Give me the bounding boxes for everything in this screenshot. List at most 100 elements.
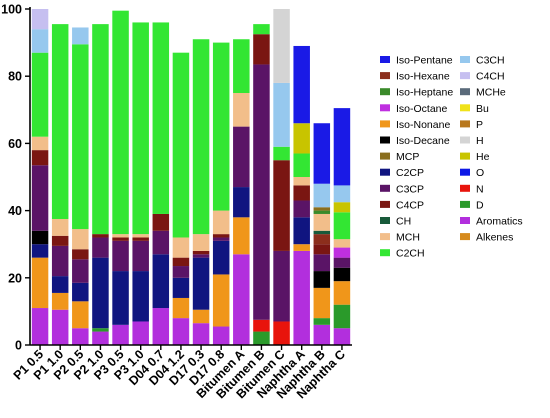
bar-segment-naphtha-c-iso-nonane [333, 281, 351, 305]
legend-swatch-ch [380, 217, 390, 224]
legend-label-mch: MCH [396, 232, 420, 244]
bar-segment-p2-0-5-c3cp [72, 259, 89, 283]
bar-segment-naphtha-a-mch [293, 177, 310, 186]
bar-segment-bitumen-b-n [253, 319, 270, 332]
bar-segment-p2-0-5-c3ch [72, 27, 89, 45]
legend-swatch-n [460, 184, 470, 192]
bar-segment-p3-0-5-aromatics [112, 324, 129, 345]
legend-label-he: He [476, 151, 490, 163]
legend-swatch-alkenes [460, 233, 470, 241]
bar-segment-naphtha-c-c3ch [333, 185, 351, 203]
bar-segment-naphtha-b-ch [313, 230, 331, 235]
bar-segment-p2-1-0-d [92, 328, 109, 332]
legend-label-iso-pentane: Iso-Pentane [396, 55, 453, 67]
bar-segment-d17-0-8-aromatics [212, 326, 230, 345]
bar-segment-d04-1-2-mch [172, 237, 190, 258]
y-tick-label-40: 40 [8, 204, 22, 218]
bar-segment-d17-0-8-iso-nonane [212, 274, 230, 327]
bar-segment-p1-1-0-mch [51, 219, 69, 236]
legend-swatch-mcp [380, 152, 390, 160]
legend-label-c4ch: C4CH [476, 71, 505, 83]
bar-segment-bitumen-c-c4cp [273, 160, 290, 251]
bar-segment-d17-0-3-mch [192, 234, 210, 251]
bar-segment-naphtha-a-iso-nonane [293, 244, 310, 251]
legend-label-iso-hexane: Iso-Hexane [396, 71, 450, 83]
bar-segment-naphtha-b-c4cp [313, 244, 331, 255]
bar-segment-p2-1-0-c3cp [92, 237, 109, 258]
bar-segment-p2-0-5-iso-nonane [72, 301, 89, 329]
bar-segment-bitumen-c-c3cp [273, 250, 290, 322]
bar-segment-p1-0-5-mch [31, 136, 49, 151]
legend-label-iso-nonane: Iso-Nonane [396, 119, 450, 131]
legend-swatch-mche [460, 88, 470, 96]
bar-segment-naphtha-b-c3ch [313, 183, 331, 208]
bar-segment-naphtha-b-aromatics [313, 324, 331, 345]
y-tick-label-100: 100 [1, 3, 22, 17]
bar-segment-naphtha-b-c3cp [313, 254, 331, 272]
bar-segment-bitumen-a-c2cp [233, 187, 250, 218]
bar-segment-naphtha-b-mch [313, 213, 331, 231]
bar-segment-bitumen-b-c3cp [253, 64, 270, 320]
bar-segment-naphtha-a-iso-pentane [293, 45, 310, 124]
legend-label-p: P [476, 119, 483, 131]
legend-swatch-h [460, 136, 470, 144]
bar-segment-bitumen-b-c2ch [253, 24, 270, 35]
bar-segment-d04-0-7-c2ch [152, 22, 170, 214]
legend-swatch-c4ch [460, 72, 470, 80]
legend-swatch-iso-octane [380, 104, 390, 112]
legend-swatch-iso-decane [380, 136, 390, 144]
bar-segment-d17-0-8-mch [212, 210, 230, 235]
bar-segment-naphtha-b-iso-hexane [313, 234, 331, 245]
bar-segment-naphtha-b-d [313, 318, 331, 325]
legend-swatch-c2cp [380, 168, 390, 176]
bar-segment-naphtha-c-c2ch [333, 212, 351, 240]
bar-segment-naphtha-b-iso-pentane [313, 123, 331, 184]
legend-swatch-d [460, 200, 470, 208]
bar-segment-p1-1-0-c2cp [51, 276, 69, 293]
legend-label-c3ch: C3CH [476, 55, 505, 67]
bar-segment-p1-1-0-c4cp [51, 235, 69, 246]
legend-swatch-c2ch [380, 249, 390, 257]
legend-label-c3cp: C3CP [396, 183, 424, 195]
legend-label-mcp: MCP [396, 151, 419, 163]
y-tick-label-80: 80 [8, 70, 22, 84]
bar-segment-naphtha-c-aromatics [333, 328, 351, 345]
bar-segment-p1-1-0-aromatics [51, 309, 69, 345]
bar-segment-bitumen-c-c3ch [273, 82, 290, 147]
bar-segment-d04-1-2-c2ch [172, 52, 190, 238]
bar-segment-naphtha-c-he [333, 202, 351, 213]
legend-label-n: N [476, 183, 484, 195]
bar-segment-bitumen-b-c4cp [253, 34, 270, 65]
bar-segment-bitumen-c-h [273, 9, 290, 83]
bar-segment-d04-0-7-c3cp [152, 230, 170, 255]
bar-segment-bitumen-c-c2ch [273, 146, 290, 161]
bar-segment-p3-1-0-c2cp [132, 271, 149, 322]
bar-segment-p2-1-0-c2cp [92, 257, 109, 329]
bar-segment-naphtha-a-c4cp [293, 185, 310, 201]
bar-segment-d17-0-3-c3cp [192, 254, 210, 258]
bar-segment-p1-1-0-iso-nonane [51, 292, 69, 310]
bar-segment-naphtha-c-mch [333, 239, 351, 248]
legend-swatch-aromatics [460, 217, 470, 224]
bar-segment-p3-0-5-c4cp [112, 237, 129, 241]
bar-segment-naphtha-b-iso-decane [313, 271, 331, 288]
bar-segment-p2-0-5-mch [72, 229, 89, 250]
bar-segment-p1-0-5-c3cp [31, 165, 49, 231]
bar-segment-p1-0-5-c2ch [31, 52, 49, 137]
bar-segment-p1-0-5-c3ch [31, 29, 49, 53]
legend-label-h: H [476, 135, 484, 147]
bar-segment-naphtha-c-iso-octane [333, 247, 351, 258]
bar-segment-p1-0-5-iso-decane [31, 230, 49, 245]
y-tick-label-20: 20 [8, 271, 22, 285]
bar-segment-p1-0-5-c4ch [31, 9, 49, 30]
legend-label-c2cp: C2CP [396, 167, 424, 179]
bar-segment-naphtha-c-iso-pentane [333, 108, 351, 186]
bar-segment-d04-1-2-aromatics [172, 318, 190, 345]
y-tick-label-0: 0 [15, 339, 22, 353]
legend-label-iso-heptane: Iso-Heptane [396, 87, 453, 99]
bar-segment-d04-0-7-c4cp [152, 213, 170, 231]
bar-segment-naphtha-a-aromatics [293, 250, 310, 345]
bar-segment-naphtha-b-iso-heptane [313, 210, 331, 214]
